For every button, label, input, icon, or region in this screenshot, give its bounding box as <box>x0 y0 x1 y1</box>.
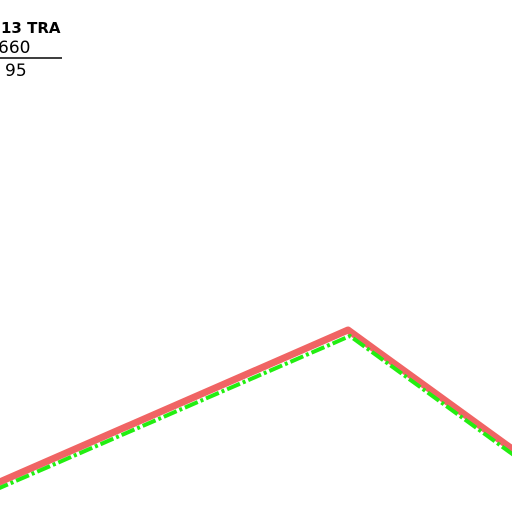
boundary-dashed-line <box>0 333 512 491</box>
airspace-lower-limit: 95 <box>5 61 27 81</box>
airspace-upper-limit: 660 <box>0 38 30 58</box>
airspace-name: 13 TRA <box>1 19 61 37</box>
boundary-line <box>0 326 512 486</box>
